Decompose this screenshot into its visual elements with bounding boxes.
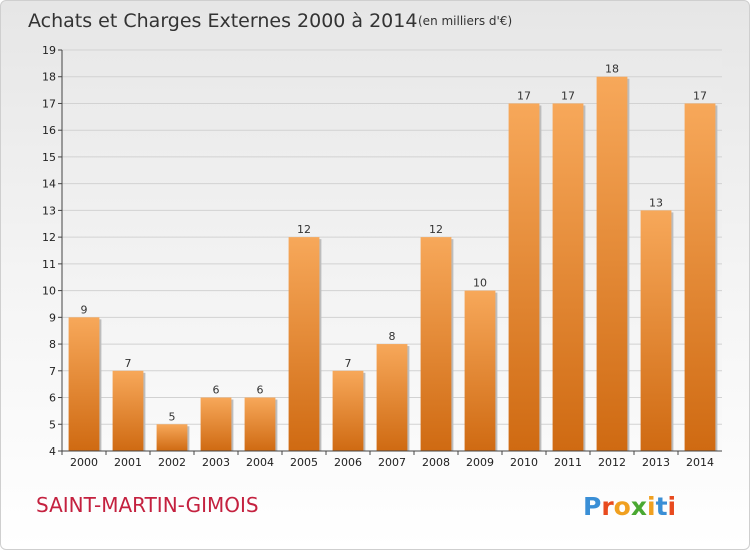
y-tick-label: 11 <box>42 258 56 271</box>
logo-letter: P <box>583 492 601 521</box>
bar-2005 <box>288 237 320 451</box>
bar-value-label: 13 <box>649 196 663 209</box>
x-tick-label: 2001 <box>114 456 142 469</box>
bar-2007 <box>376 344 408 451</box>
logo-letter: i <box>668 492 677 521</box>
bar-2003 <box>200 397 232 451</box>
y-tick-label: 9 <box>49 311 56 324</box>
y-tick-label: 5 <box>49 418 56 431</box>
bar-value-label: 12 <box>429 223 443 236</box>
bar-2002 <box>156 424 188 451</box>
logo-letter: o <box>614 492 631 521</box>
y-tick-label: 15 <box>42 151 56 164</box>
y-tick-label: 4 <box>49 445 56 458</box>
bar-2013 <box>640 210 672 451</box>
x-tick-label: 2014 <box>686 456 714 469</box>
bar-value-label: 6 <box>213 384 220 397</box>
y-tick-label: 7 <box>49 365 56 378</box>
bar-value-label: 10 <box>473 277 487 290</box>
bar-2009 <box>464 290 496 451</box>
y-tick-label: 8 <box>49 338 56 351</box>
bar-value-label: 18 <box>605 63 619 76</box>
y-tick-label: 18 <box>42 71 56 84</box>
bar-value-label: 7 <box>125 357 132 370</box>
x-tick-label: 2009 <box>466 456 494 469</box>
x-tick-label: 2007 <box>378 456 406 469</box>
bar-2008 <box>420 237 452 451</box>
x-tick-label: 2012 <box>598 456 626 469</box>
y-axis-ticks: 4 5 6 7 8 9 10 11 12 13 14 15 16 17 18 19 <box>42 44 62 458</box>
bar-value-label: 8 <box>389 330 396 343</box>
bar-2000 <box>68 317 100 451</box>
bar-value-label: 17 <box>517 89 531 102</box>
y-tick-label: 12 <box>42 231 56 244</box>
bar-2004 <box>244 397 276 451</box>
y-tick-label: 6 <box>49 392 56 405</box>
bar-value-label: 6 <box>257 384 264 397</box>
x-tick-label: 2000 <box>70 456 98 469</box>
y-tick-label: 14 <box>42 178 56 191</box>
bar-2001 <box>112 370 144 451</box>
x-tick-label: 2003 <box>202 456 230 469</box>
bar-2006 <box>332 370 364 451</box>
bar-2014 <box>684 103 716 451</box>
x-tick-label: 2011 <box>554 456 582 469</box>
x-tick-label: 2002 <box>158 456 186 469</box>
proxiti-logo: Proxiti <box>583 492 676 521</box>
chart-subtitle: (en milliers d'€) <box>418 14 512 28</box>
logo-letter: i <box>647 492 656 521</box>
bar-value-label: 9 <box>81 303 88 316</box>
bar-value-label: 17 <box>693 89 707 102</box>
bar-2012 <box>596 76 628 451</box>
x-tick-label: 2006 <box>334 456 362 469</box>
logo-letter: x <box>631 492 647 521</box>
logo-letter: t <box>656 492 668 521</box>
y-tick-label: 13 <box>42 204 56 217</box>
chart-title: Achats et Charges Externes 2000 à 2014 <box>28 10 417 32</box>
x-tick-label: 2010 <box>510 456 538 469</box>
x-tick-label: 2005 <box>290 456 318 469</box>
bar-value-label: 12 <box>297 223 311 236</box>
bar-value-label: 7 <box>345 357 352 370</box>
bar-2011 <box>552 103 584 451</box>
commune-name: SAINT-MARTIN-GIMOIS <box>36 493 259 517</box>
y-tick-label: 16 <box>42 124 56 137</box>
x-axis-ticks: 2000 2001 2002 2003 2004 2005 2006 2007 2008 2009… <box>61 451 714 469</box>
bar-value-label: 17 <box>561 89 575 102</box>
x-tick-label: 2013 <box>642 456 670 469</box>
bars-group: 9 7 5 6 6 12 7 8 12 10 17 17 18 13 17 <box>68 63 718 451</box>
y-tick-label: 17 <box>42 97 56 110</box>
bar-value-label: 5 <box>169 410 176 423</box>
x-tick-label: 2004 <box>246 456 274 469</box>
y-tick-label: 10 <box>42 285 56 298</box>
bar-2010 <box>508 103 540 451</box>
x-tick-label: 2008 <box>422 456 450 469</box>
y-tick-label: 19 <box>42 44 56 57</box>
logo-letter: r <box>601 492 614 521</box>
